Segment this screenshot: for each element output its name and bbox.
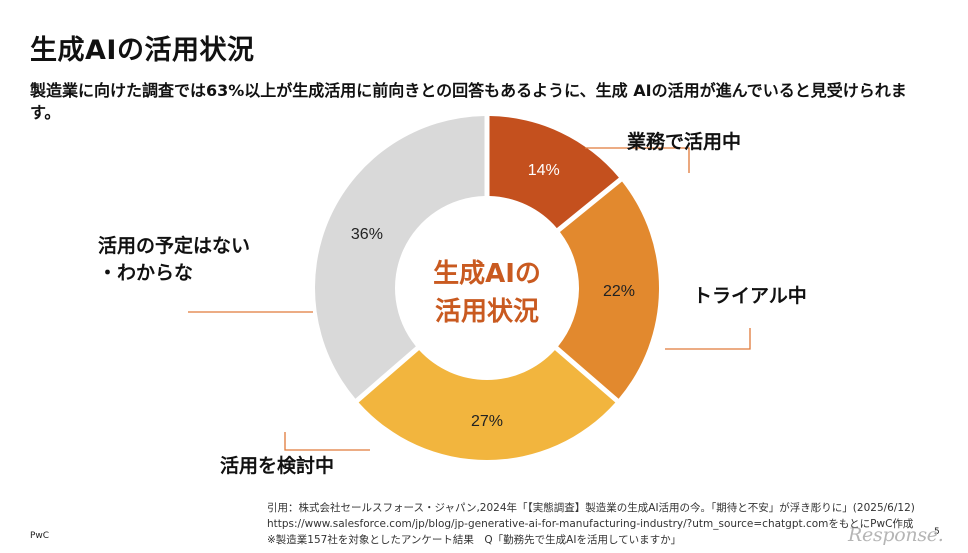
donut-slice-1	[489, 116, 619, 229]
page-number: 5	[934, 527, 940, 537]
category-label-line: 業務で活用中	[626, 130, 741, 153]
category-label-line: ・わからな	[98, 262, 193, 284]
leader-line-2	[665, 328, 751, 350]
category-label-line: トライアル中	[693, 284, 807, 307]
value-label-4: 36%	[351, 226, 383, 243]
value-label-2: 22%	[603, 283, 635, 300]
category-label-3: 活用を検討中	[220, 454, 334, 477]
center-label: 生成AIの活用状況	[433, 259, 541, 327]
citation: 引用：株式会社セールスフォース・ジャパン,2024年「【実態調査】製造業の生成A…	[267, 500, 957, 548]
category-label-1: 業務で活用中	[626, 130, 741, 153]
value-label-3: 27%	[471, 413, 503, 430]
center-label-line: 生成AIの	[433, 259, 541, 289]
category-label-2: トライアル中	[693, 284, 807, 307]
donut-slice-2	[558, 181, 659, 399]
category-label-4: 活用の予定はない・わからな	[98, 234, 250, 284]
citation-line-1: 引用：株式会社セールスフォース・ジャパン,2024年「【実態調査】製造業の生成A…	[267, 502, 915, 514]
watermark-logo: Response.	[848, 524, 944, 546]
category-label-line: 活用の予定はない	[98, 234, 250, 257]
leader-line-1	[585, 147, 690, 173]
center-label-line: 活用状況	[435, 297, 539, 327]
citation-line-3: ※製造業157社を対象としたアンケート結果 Q「勤務先で生成AIを活用しています…	[267, 534, 682, 546]
value-label-1: 14%	[528, 162, 560, 179]
donut-slice-3	[358, 350, 616, 460]
page-title: 生成AIの活用状況	[30, 35, 255, 66]
page-subtitle: 製造業に向けた調査では63%以上が生成活用に前向きとの回答もあるように、生成 A…	[30, 81, 907, 122]
footer-brand: PwC	[30, 531, 50, 541]
citation-line-2: https://www.salesforce.com/jp/blog/jp-ge…	[267, 518, 914, 530]
leader-line-3	[284, 432, 370, 451]
category-label-line: 活用を検討中	[220, 454, 334, 477]
donut-slice-4	[314, 116, 485, 399]
